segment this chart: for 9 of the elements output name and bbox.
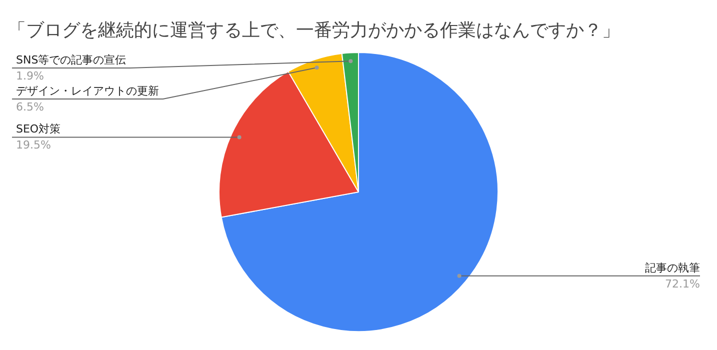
chart-title: 「ブログを継続的に運営する上で、一番労力がかかる作業はなんですか？」 bbox=[8, 19, 620, 42]
slice-label: デザイン・レイアウトの更新 bbox=[16, 84, 159, 98]
slice-label: 記事の執筆 bbox=[645, 261, 700, 274]
slice-label: SEO対策 bbox=[16, 122, 61, 136]
data-label: 19.5% bbox=[16, 138, 51, 152]
data-label: 72.1% bbox=[665, 277, 700, 290]
slice-label: SNS等での記事の宣伝 bbox=[16, 53, 126, 66]
data-label: 1.9% bbox=[16, 69, 44, 82]
data-label: 6.5% bbox=[16, 100, 44, 114]
